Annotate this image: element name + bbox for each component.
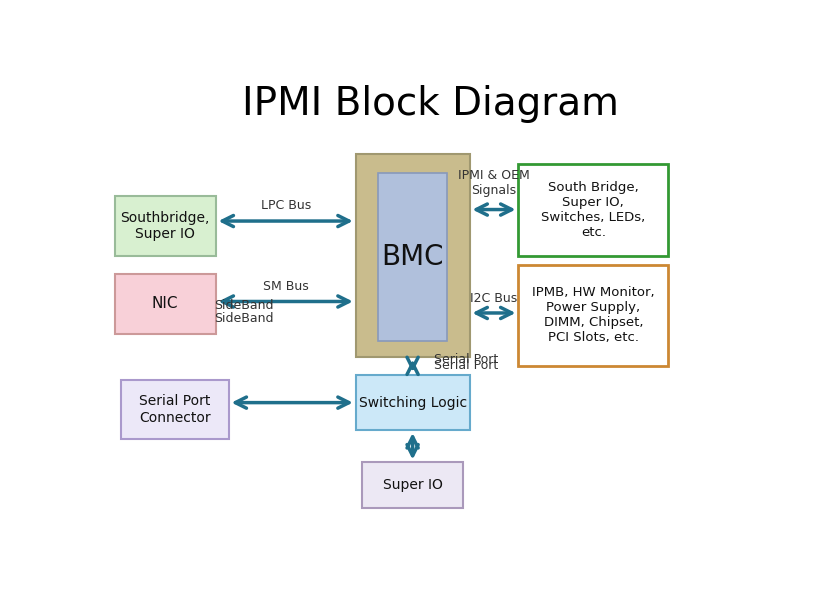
FancyBboxPatch shape (362, 462, 463, 509)
Text: Serial Port: Serial Port (433, 353, 498, 366)
FancyBboxPatch shape (121, 380, 228, 439)
Text: Southbridge,
Super IO: Southbridge, Super IO (120, 211, 210, 241)
Text: I2C Bus: I2C Bus (470, 292, 517, 305)
Text: Switching Logic: Switching Logic (359, 396, 467, 410)
FancyBboxPatch shape (518, 264, 668, 366)
Text: NIC: NIC (152, 296, 178, 311)
Text: IPMI & OEM
Signals: IPMI & OEM Signals (458, 169, 529, 196)
Text: Serial Port: Serial Port (433, 359, 498, 373)
Text: SM Bus: SM Bus (263, 280, 309, 293)
Text: IPMI Block Diagram: IPMI Block Diagram (242, 85, 619, 123)
Text: Super IO: Super IO (383, 478, 443, 493)
Text: SideBand: SideBand (214, 312, 273, 325)
Text: BMC: BMC (381, 242, 444, 270)
Text: Serial Port
Connector: Serial Port Connector (139, 395, 211, 424)
FancyBboxPatch shape (355, 375, 470, 430)
FancyBboxPatch shape (518, 164, 668, 256)
Text: SideBand: SideBand (214, 298, 273, 312)
Text: LPC Bus: LPC Bus (261, 199, 311, 212)
FancyBboxPatch shape (115, 196, 216, 256)
FancyBboxPatch shape (355, 155, 470, 356)
Text: IPMB, HW Monitor,
Power Supply,
DIMM, Chipset,
PCI Slots, etc.: IPMB, HW Monitor, Power Supply, DIMM, Ch… (532, 287, 654, 344)
FancyBboxPatch shape (115, 274, 216, 334)
FancyBboxPatch shape (379, 173, 447, 340)
Text: South Bridge,
Super IO,
Switches, LEDs,
etc.: South Bridge, Super IO, Switches, LEDs, … (541, 180, 645, 239)
